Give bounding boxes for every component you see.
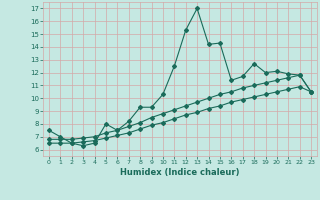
X-axis label: Humidex (Indice chaleur): Humidex (Indice chaleur): [120, 168, 240, 177]
